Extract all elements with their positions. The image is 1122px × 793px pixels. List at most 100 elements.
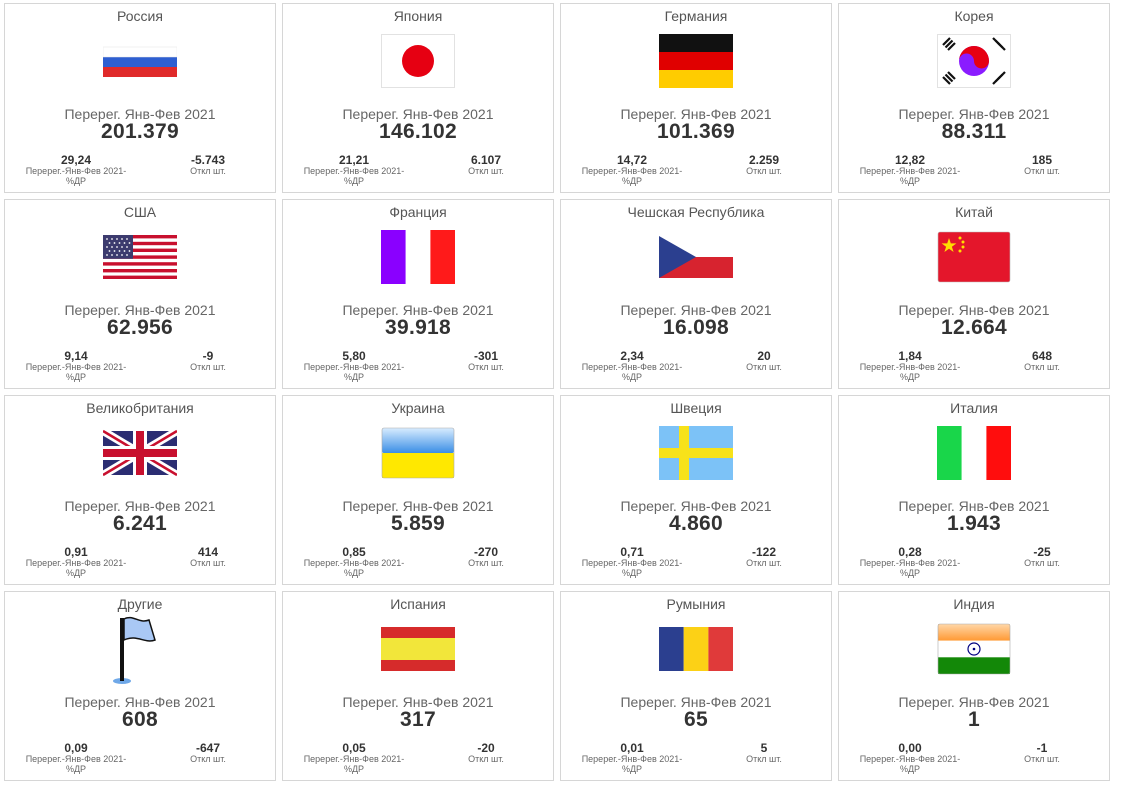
delta-value: 5 (760, 741, 768, 755)
share-label: Перерег.-Янв-Фев 2021-%ДР (859, 754, 961, 774)
kpi-value: 1.943 (946, 512, 1002, 535)
delta-value: -301 (473, 349, 499, 363)
ukraine-flag-icon (381, 426, 455, 480)
kpi-tile[interactable]: Испания Перерег. Янв-Фев 2021 317 0,05 Пе… (282, 591, 554, 781)
share-value: 1,84 (898, 349, 922, 363)
delta-value: -270 (473, 545, 499, 559)
kpi-tile[interactable]: Украина Перерег. Янв-Фев 2021 5.859 0,85… (282, 395, 554, 585)
share-value: 9,14 (64, 349, 88, 363)
share-value: 5,80 (342, 349, 366, 363)
kpi-label: Перерег. Янв-Фев 2021 (898, 694, 1050, 710)
kpi-label: Перерег. Янв-Фев 2021 (342, 498, 494, 514)
kpi-tile[interactable]: Швеция Перерег. Янв-Фев 2021 4.860 0,71 П… (560, 395, 832, 585)
generic-flag-icon (103, 614, 177, 686)
kpi-tile[interactable]: Япония Перерег. Янв-Фев 2021 146.102 21,… (282, 3, 554, 193)
sweden-flag-icon (659, 426, 733, 480)
country-name: Франция (389, 204, 447, 220)
country-name: Япония (393, 8, 443, 24)
country-name: Китай (955, 204, 993, 220)
japan-flag-icon (381, 34, 455, 88)
kpi-tile[interactable]: Индия Перерег. Янв-Фев 2021 1 0,00 Перере… (838, 591, 1110, 781)
delta-label: Откл шт. (746, 362, 782, 372)
kpi-tile[interactable]: Россия Перерег. Янв-Фев 2021 201.379 29,… (4, 3, 276, 193)
share-label: Перерег.-Янв-Фев 2021-%ДР (25, 558, 127, 578)
romania-flag-icon (659, 622, 733, 676)
kpi-tile[interactable]: Другие Перерег. Янв-Фев 2021 608 0,09 Пер… (4, 591, 276, 781)
delta-label: Откл шт. (468, 166, 504, 176)
share-label: Перерег.-Янв-Фев 2021-%ДР (303, 166, 405, 186)
kpi-value: 146.102 (378, 120, 457, 143)
share-value: 2,34 (620, 349, 644, 363)
delta-value: -20 (477, 741, 495, 755)
kpi-tile[interactable]: Румыния Перерег. Янв-Фев 2021 65 0,01 Пер… (560, 591, 832, 781)
delta-label: Откл шт. (1024, 362, 1060, 372)
delta-label: Откл шт. (746, 166, 782, 176)
delta-value: -647 (195, 741, 221, 755)
kpi-label: Перерег. Янв-Фев 2021 (620, 302, 772, 318)
kpi-value: 317 (400, 708, 436, 731)
kpi-tile[interactable]: США Перерег. Янв-Фев 2021 62.956 9,14 Пер… (4, 199, 276, 389)
share-label: Перерег.-Янв-Фев 2021-%ДР (25, 166, 127, 186)
share-value: 29,24 (60, 153, 92, 167)
share-label: Перерег.-Янв-Фев 2021-%ДР (303, 754, 405, 774)
delta-value: -5.743 (190, 153, 226, 167)
kpi-value: 101.369 (656, 120, 735, 143)
country-name: Корея (954, 8, 994, 24)
delta-value: 414 (197, 545, 219, 559)
country-kpi-grid: Россия Перерег. Янв-Фев 2021 201.379 29,… (4, 3, 1110, 781)
kpi-tile[interactable]: Корея Перерег. Янв-Фев 2021 88.311 12,82… (838, 3, 1110, 193)
share-value: 0,85 (342, 545, 366, 559)
share-value: 14,72 (616, 153, 648, 167)
france-flag-icon (381, 230, 455, 284)
share-label: Перерег.-Янв-Фев 2021-%ДР (581, 754, 683, 774)
share-value: 0,28 (898, 545, 922, 559)
country-name: Россия (117, 8, 163, 24)
delta-value: 20 (757, 349, 771, 363)
kpi-tile[interactable]: Германия Перерег. Янв-Фев 2021 101.369 1… (560, 3, 832, 193)
kpi-tile[interactable]: Китай Перерег. Янв-Фев 2021 12.664 1,84 П… (838, 199, 1110, 389)
country-name: Индия (953, 596, 995, 612)
share-label: Перерег.-Янв-Фев 2021-%ДР (859, 166, 961, 186)
kpi-label: Перерег. Янв-Фев 2021 (64, 694, 216, 710)
kpi-value: 62.956 (106, 316, 174, 339)
country-name: США (123, 204, 157, 220)
czech-flag-icon (659, 230, 733, 284)
kpi-tile[interactable]: Франция Перерег. Янв-Фев 2021 39.918 5,8… (282, 199, 554, 389)
share-label: Перерег.-Янв-Фев 2021-%ДР (859, 362, 961, 382)
kpi-value: 1 (968, 708, 980, 731)
uk-flag-icon (103, 426, 177, 480)
kpi-value: 4.860 (668, 512, 724, 535)
delta-value: -25 (1033, 545, 1051, 559)
delta-label: Откл шт. (1024, 754, 1060, 764)
share-value: 0,01 (620, 741, 644, 755)
share-label: Перерег.-Янв-Фев 2021-%ДР (303, 558, 405, 578)
delta-label: Откл шт. (1024, 558, 1060, 568)
kpi-tile[interactable]: Великобритания Перерег. Янв-Фев 2021 6.2… (4, 395, 276, 585)
country-name: Испания (390, 596, 446, 612)
delta-label: Откл шт. (190, 362, 226, 372)
delta-label: Откл шт. (468, 754, 504, 764)
share-value: 21,21 (338, 153, 370, 167)
kpi-tile[interactable]: Италия Перерег. Янв-Фев 2021 1.943 0,28 П… (838, 395, 1110, 585)
share-value: 12,82 (894, 153, 926, 167)
kpi-label: Перерег. Янв-Фев 2021 (64, 106, 216, 122)
korea-flag-icon (937, 34, 1011, 88)
delta-value: 648 (1031, 349, 1053, 363)
delta-label: Откл шт. (190, 754, 226, 764)
kpi-value: 16.098 (662, 316, 730, 339)
kpi-value: 6.241 (112, 512, 168, 535)
kpi-tile[interactable]: Чешская Республика Перерег. Янв-Фев 2021… (560, 199, 832, 389)
country-name: Румыния (666, 596, 726, 612)
share-label: Перерег.-Янв-Фев 2021-%ДР (581, 362, 683, 382)
country-name: Германия (664, 8, 728, 24)
share-label: Перерег.-Янв-Фев 2021-%ДР (581, 166, 683, 186)
delta-label: Откл шт. (190, 558, 226, 568)
share-label: Перерег.-Янв-Фев 2021-%ДР (25, 362, 127, 382)
share-value: 0,91 (64, 545, 88, 559)
delta-value: 2.259 (748, 153, 780, 167)
kpi-value: 39.918 (384, 316, 452, 339)
germany-flag-icon (659, 34, 733, 88)
share-label: Перерег.-Янв-Фев 2021-%ДР (581, 558, 683, 578)
country-name: Великобритания (86, 400, 194, 416)
delta-value: 6.107 (470, 153, 502, 167)
